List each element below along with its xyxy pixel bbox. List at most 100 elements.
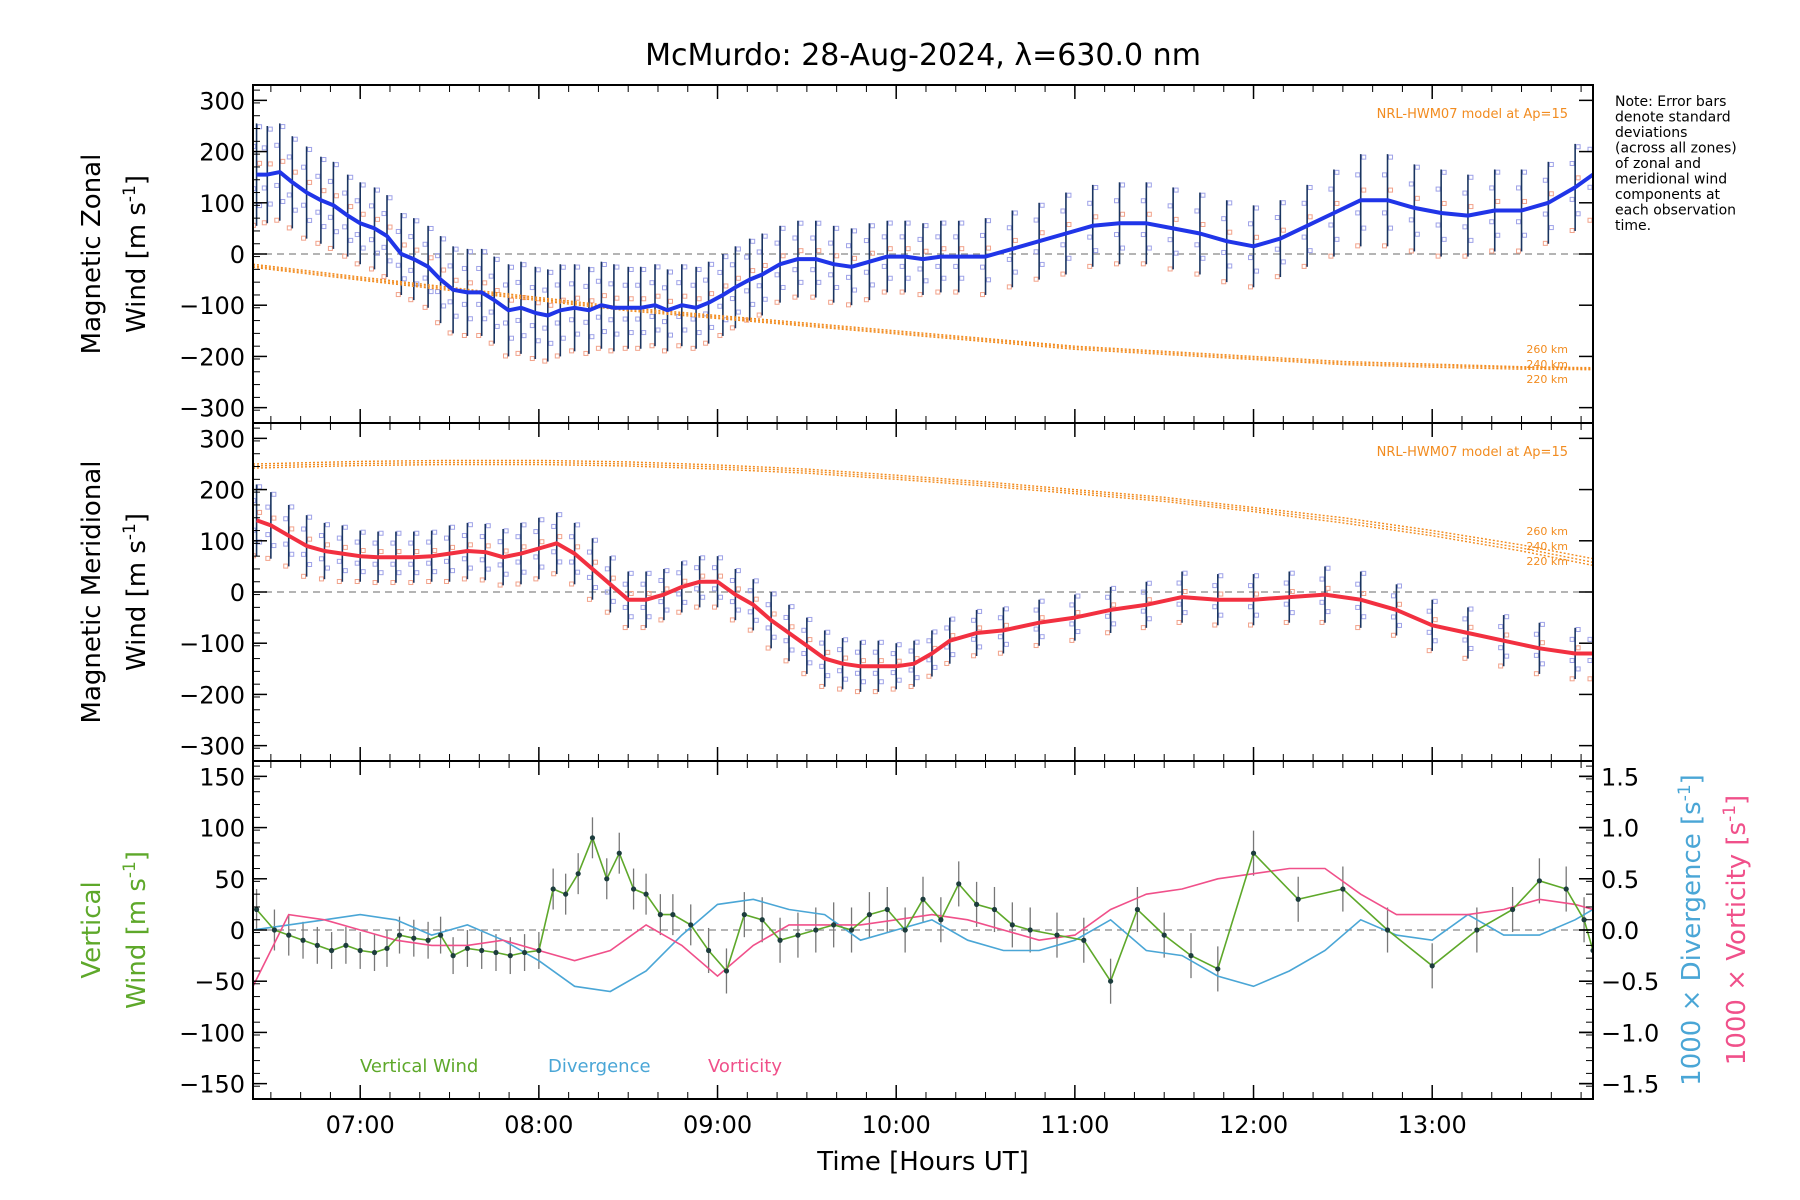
- zone-sample: [959, 275, 965, 281]
- zone-sample: [378, 570, 384, 576]
- zone-sample: [932, 629, 938, 635]
- zone-sample: [569, 559, 575, 565]
- vertical-wind-point: [759, 917, 765, 923]
- zone-sample: [539, 539, 545, 545]
- zone-sample: [628, 266, 634, 272]
- zone-sample: [557, 559, 563, 565]
- zone-sample: [971, 617, 977, 623]
- y-tick-label: 300: [199, 87, 245, 115]
- zone-sample: [863, 297, 869, 303]
- zone-sample: [1221, 216, 1227, 222]
- zone-sample: [843, 655, 849, 661]
- zone-sample: [354, 198, 360, 204]
- zone-sample: [1248, 604, 1254, 610]
- zone-sample: [1283, 580, 1289, 586]
- zone-sample: [789, 624, 795, 630]
- vertical-wind-point: [1027, 927, 1033, 933]
- zone-sample: [1539, 621, 1545, 627]
- zone-sample: [601, 262, 607, 268]
- zone-sample: [860, 679, 866, 685]
- zone-sample: [690, 282, 696, 288]
- note-line: meridional wind: [1615, 172, 1727, 188]
- zone-sample: [1495, 198, 1501, 204]
- meridional-plot-area: [253, 459, 1593, 695]
- zone-sample: [905, 275, 911, 281]
- zone-sample: [703, 340, 709, 346]
- zone-sample: [1114, 261, 1120, 267]
- zone-sample: [762, 296, 768, 302]
- zone-sample: [301, 202, 307, 208]
- zone-sample: [1325, 609, 1331, 615]
- zone-sample: [1146, 580, 1152, 586]
- zone-sample: [1408, 248, 1414, 254]
- zone-sample: [1033, 249, 1039, 255]
- zone-sample: [1227, 200, 1233, 206]
- y2-tick-label: −1.5: [1601, 1071, 1659, 1099]
- zone-sample: [1462, 637, 1468, 643]
- zone-sample: [977, 644, 983, 650]
- zone-sample: [640, 581, 646, 587]
- zone-sample: [1594, 201, 1598, 205]
- zone-sample: [662, 285, 668, 291]
- zone-sample: [1468, 606, 1474, 612]
- x-tick-label: 09:00: [683, 1111, 752, 1139]
- zone-sample: [971, 653, 977, 659]
- zone-sample: [601, 293, 607, 299]
- zone-sample: [1468, 204, 1474, 210]
- zone-sample: [395, 262, 401, 268]
- zone-sample: [583, 319, 589, 325]
- zone-sample: [950, 633, 956, 639]
- zone-sample: [1462, 253, 1468, 259]
- zone-sample: [1468, 624, 1474, 630]
- zone-sample: [926, 657, 932, 663]
- zone-sample: [426, 560, 432, 566]
- zone-sample: [286, 154, 292, 160]
- zone-sample: [502, 282, 508, 288]
- zone-sample: [307, 179, 313, 185]
- zone-sample: [1533, 671, 1539, 677]
- zone-sample: [696, 296, 702, 302]
- zone-sample: [1146, 245, 1152, 251]
- zone-sample: [1396, 601, 1402, 607]
- zone-sample: [1569, 636, 1575, 642]
- zone-sample: [1221, 279, 1227, 285]
- zone-sample: [1075, 593, 1081, 599]
- zone-sample: [1167, 266, 1173, 272]
- zone-sample: [1355, 243, 1361, 249]
- zone-sample: [315, 209, 321, 215]
- zone-sample: [1221, 249, 1227, 255]
- note-line: each observation: [1615, 203, 1736, 219]
- zone-sample: [917, 236, 923, 242]
- zone-sample: [283, 541, 289, 547]
- zone-sample: [1355, 172, 1361, 178]
- zone-sample: [321, 188, 327, 194]
- zone-sample: [923, 278, 929, 284]
- zone-sample: [1254, 268, 1260, 274]
- zone-sample: [662, 348, 668, 354]
- zone-sample: [521, 522, 527, 528]
- zone-sample: [261, 145, 267, 151]
- zone-sample: [1462, 655, 1468, 661]
- divergence-axis-label: 1000 × Divergence [s-1]: [1675, 774, 1707, 1086]
- x-tick-label: 10:00: [862, 1111, 931, 1139]
- zone-sample: [1254, 573, 1260, 579]
- zone-sample: [914, 639, 920, 645]
- zone-sample: [1301, 263, 1307, 269]
- zone-sample: [905, 246, 911, 252]
- zone-sample: [374, 216, 380, 222]
- zone-sample: [935, 263, 941, 269]
- zone-sample: [828, 272, 834, 278]
- zone-sample: [327, 245, 333, 251]
- vertical-wind-point: [1340, 886, 1346, 892]
- zone-sample: [1146, 616, 1152, 622]
- zone-sample: [428, 289, 434, 295]
- zone-sample: [941, 220, 947, 226]
- zone-sample: [1254, 591, 1260, 597]
- zone-sample: [635, 345, 641, 351]
- zone-sample: [348, 174, 354, 180]
- zone-sample: [336, 558, 342, 564]
- zone-sample: [1542, 211, 1548, 217]
- zone-sample: [682, 264, 688, 270]
- zone-sample: [1146, 597, 1152, 603]
- zone-sample: [765, 602, 771, 608]
